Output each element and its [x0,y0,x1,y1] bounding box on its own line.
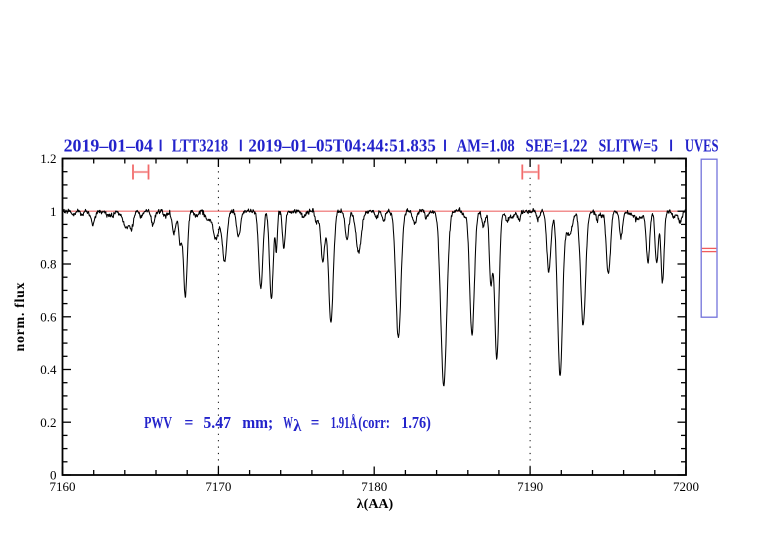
svg-text:1: 1 [50,204,57,219]
svg-text:1.2: 1.2 [40,151,56,166]
svg-text:λ(AA): λ(AA) [357,497,394,512]
svg-text:0.2: 0.2 [40,415,56,430]
svg-text:(corr:: (corr: [358,413,390,432]
svg-text:SEE=1.22: SEE=1.22 [526,135,588,155]
svg-text:=: = [184,413,193,432]
svg-text:5.47: 5.47 [203,413,231,432]
svg-text:LTT3218: LTT3218 [172,135,228,155]
svg-text:7190: 7190 [517,479,543,494]
svg-text:2019–01–05T04:44:51.835: 2019–01–05T04:44:51.835 [248,135,435,155]
svg-text:7170: 7170 [205,479,231,494]
svg-text:0: 0 [50,468,57,483]
svg-text:UVES: UVES [685,135,719,155]
svg-text:W: W [283,413,293,432]
svg-text:λ: λ [293,416,302,435]
svg-text:2019–01–04: 2019–01–04 [64,135,153,155]
svg-text:AM=1.08: AM=1.08 [457,135,515,155]
svg-text:1.91Å: 1.91Å [331,413,358,432]
svg-text:7180: 7180 [361,479,387,494]
svg-text:7200: 7200 [673,479,699,494]
svg-text:0.6: 0.6 [40,309,57,324]
svg-text:7160: 7160 [50,479,76,494]
svg-text:0.4: 0.4 [40,362,57,377]
svg-text:=: = [311,413,320,432]
svg-text:PWV: PWV [144,413,172,432]
svg-text:mm;: mm; [242,413,273,432]
svg-text:1.76): 1.76) [401,413,431,432]
svg-text:0.8: 0.8 [40,257,56,272]
svg-text:SLITW=5: SLITW=5 [599,135,658,155]
svg-text:norm. flux: norm. flux [13,283,28,352]
